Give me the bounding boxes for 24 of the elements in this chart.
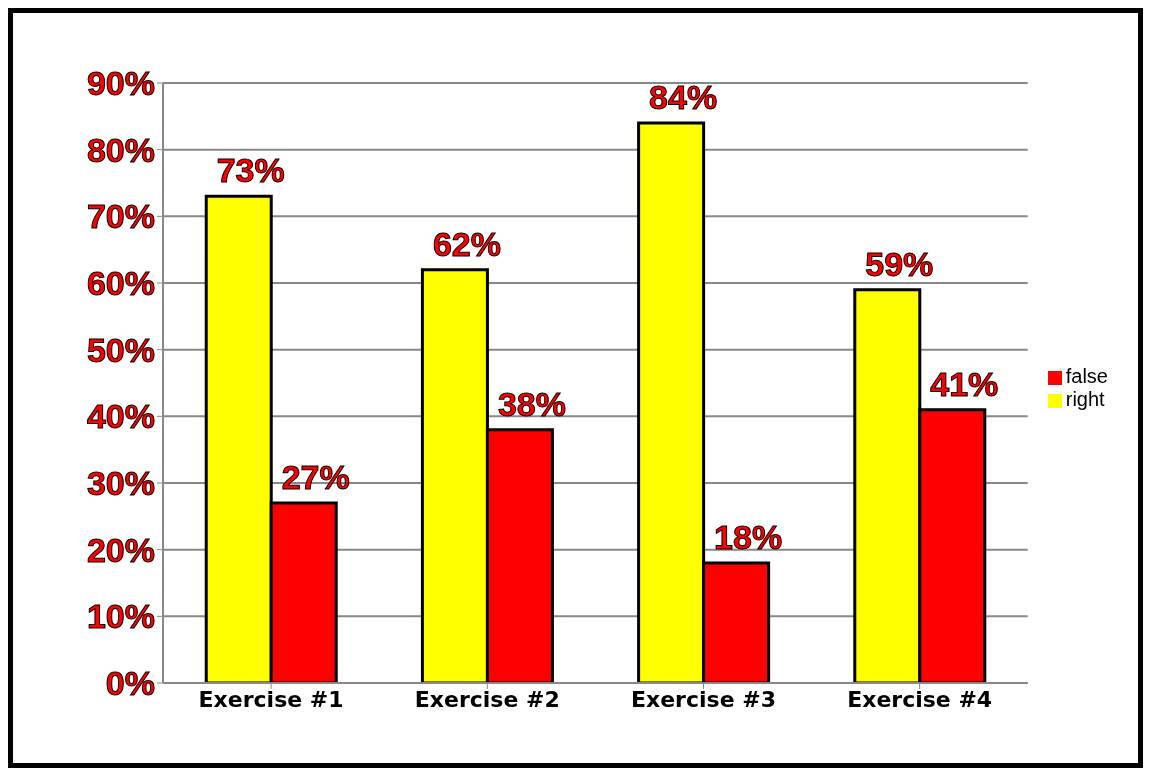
y-tick-label: 60%: [86, 264, 155, 303]
data-label: 18%: [714, 518, 783, 556]
data-label: 41%: [930, 364, 999, 403]
y-tick-label: 50%: [86, 330, 155, 369]
data-label: 84%: [649, 78, 718, 116]
y-tick-label: 90%: [86, 64, 155, 103]
y-tick-label: 40%: [86, 397, 155, 436]
y-tick-label: 0%: [105, 664, 155, 703]
y-tick-label: 80%: [86, 130, 155, 169]
x-tick-label: Exercise #2: [414, 686, 560, 712]
y-tick-label: 20%: [86, 530, 155, 569]
x-tick-label: Exercise #1: [198, 686, 344, 712]
data-label: 62%: [432, 224, 501, 263]
y-tick-label: 10%: [86, 597, 155, 636]
y-tick-label: 70%: [86, 197, 155, 236]
data-label: 59%: [865, 244, 934, 283]
legend-label: false: [1065, 365, 1108, 387]
x-tick-label: Exercise #3: [630, 686, 776, 712]
data-label: 27%: [281, 458, 350, 496]
legend-label: right: [1065, 388, 1105, 410]
data-label: 73%: [216, 151, 285, 190]
x-tick-label: Exercise #4: [847, 686, 993, 712]
data-label: 38%: [497, 384, 566, 423]
y-tick-label: 30%: [86, 464, 155, 503]
